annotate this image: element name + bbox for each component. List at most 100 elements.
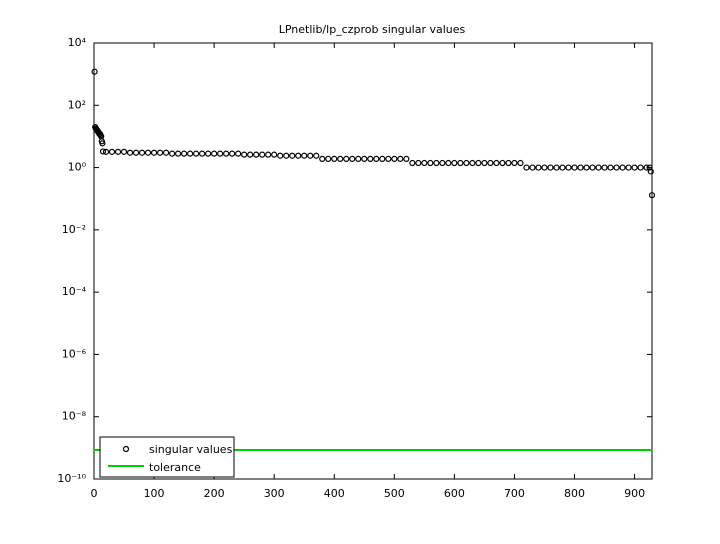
point xyxy=(487,159,494,167)
point xyxy=(150,149,158,156)
point xyxy=(541,164,548,171)
point xyxy=(427,159,434,167)
point xyxy=(361,155,368,162)
point xyxy=(613,164,620,171)
point xyxy=(583,164,590,171)
point xyxy=(637,164,644,171)
point xyxy=(475,159,482,167)
x-tick-label: 400 xyxy=(324,487,345,500)
y-tick-label: 10⁰ xyxy=(68,161,87,174)
point xyxy=(205,150,212,157)
y-tick-label: 10⁻² xyxy=(62,223,86,236)
point xyxy=(577,164,584,171)
point xyxy=(91,68,98,75)
point xyxy=(180,150,188,157)
point xyxy=(132,149,140,156)
point xyxy=(499,159,506,167)
point xyxy=(511,159,518,167)
point xyxy=(331,155,338,162)
point xyxy=(493,159,500,167)
point xyxy=(307,152,314,159)
y-tick-label: 10² xyxy=(68,98,86,111)
point xyxy=(433,159,440,167)
point xyxy=(385,155,392,162)
point xyxy=(647,168,654,175)
point xyxy=(409,159,416,167)
point xyxy=(289,152,296,159)
point xyxy=(187,150,194,157)
point xyxy=(505,159,512,167)
point xyxy=(120,148,128,155)
point xyxy=(343,155,350,162)
point xyxy=(559,164,566,171)
point xyxy=(379,155,386,162)
point xyxy=(607,164,614,171)
point xyxy=(646,164,653,171)
point xyxy=(114,148,122,155)
y-tick-label: 10⁻⁴ xyxy=(62,285,87,298)
point xyxy=(391,155,398,162)
point xyxy=(168,150,176,157)
point xyxy=(571,164,578,171)
point xyxy=(373,155,380,162)
point xyxy=(589,164,596,171)
point xyxy=(421,159,428,167)
x-tick-label: 700 xyxy=(504,487,525,500)
point xyxy=(174,150,182,157)
point xyxy=(523,164,530,171)
point xyxy=(457,159,464,167)
point xyxy=(217,150,224,157)
point xyxy=(415,159,422,167)
point xyxy=(403,155,410,162)
point xyxy=(625,164,632,171)
legend-label: tolerance xyxy=(149,461,201,474)
point xyxy=(553,164,560,171)
point xyxy=(259,151,266,158)
point xyxy=(619,164,626,171)
point xyxy=(301,152,308,159)
point xyxy=(108,148,116,155)
point xyxy=(126,149,134,156)
point xyxy=(102,148,110,155)
point xyxy=(277,152,284,159)
point xyxy=(313,152,320,159)
point xyxy=(517,159,524,167)
point xyxy=(241,151,248,158)
y-tick-label: 10⁻¹⁰ xyxy=(57,472,86,485)
point xyxy=(99,148,107,155)
point xyxy=(469,159,476,167)
point xyxy=(211,150,218,157)
point xyxy=(144,149,152,156)
x-tick-label: 0 xyxy=(91,487,98,500)
point xyxy=(643,164,650,171)
point xyxy=(229,150,236,157)
point xyxy=(138,149,146,156)
point xyxy=(397,155,404,162)
point xyxy=(648,192,656,199)
y-tick-label: 10⁻⁸ xyxy=(62,410,87,423)
point xyxy=(631,164,638,171)
plot-area xyxy=(93,42,653,480)
x-tick-label: 800 xyxy=(564,487,585,500)
point xyxy=(223,150,230,157)
legend-box xyxy=(99,436,235,478)
x-tick-label: 600 xyxy=(444,487,465,500)
point xyxy=(445,159,452,167)
point xyxy=(349,155,356,162)
point xyxy=(271,151,278,158)
point xyxy=(253,151,260,158)
point xyxy=(199,150,206,157)
point xyxy=(247,151,254,158)
point xyxy=(535,164,542,171)
point xyxy=(595,164,602,171)
point xyxy=(367,155,374,162)
point xyxy=(547,164,554,171)
x-tick-label: 500 xyxy=(384,487,405,500)
x-tick-label: 900 xyxy=(624,487,645,500)
point xyxy=(319,155,326,162)
legend-label: singular values xyxy=(149,443,233,456)
y-tick-label: 10⁴ xyxy=(68,36,87,49)
point xyxy=(439,159,446,167)
point xyxy=(193,150,200,157)
